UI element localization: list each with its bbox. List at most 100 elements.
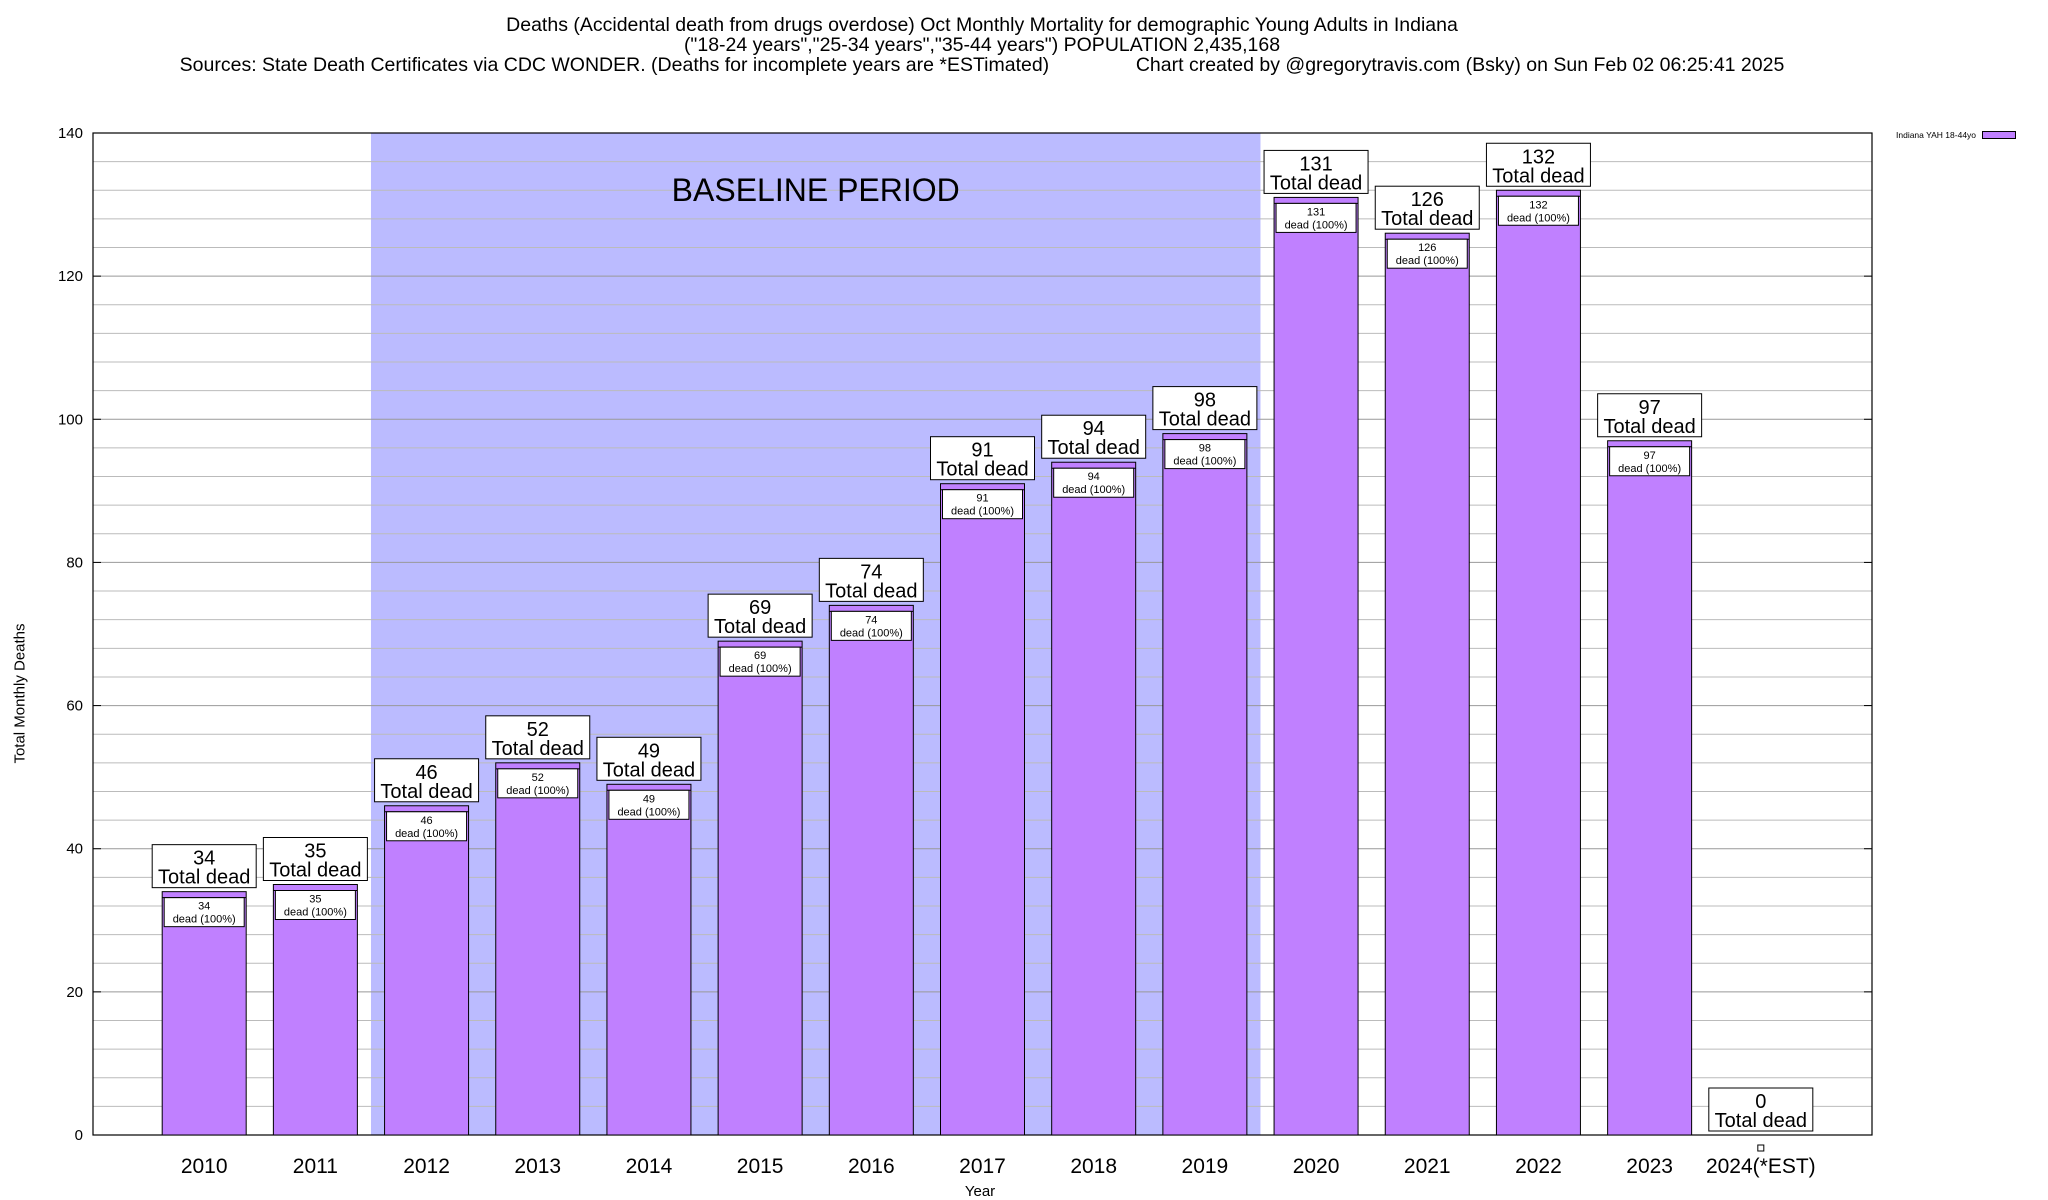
total-dead-label: Total dead — [1603, 416, 1695, 438]
inner-percent-label: dead (100%) — [173, 914, 236, 926]
inner-value-label: 132 — [1529, 199, 1547, 211]
bar — [1162, 433, 1248, 1136]
inner-label-box — [386, 811, 468, 842]
total-label-box — [151, 844, 257, 889]
y-tick-label: 60 — [66, 698, 83, 715]
inner-label-box — [1497, 195, 1579, 226]
total-dead-label: Total dead — [1381, 208, 1473, 230]
x-tick-label: 2022 — [1515, 1155, 1562, 1178]
inner-percent-label: dead (100%) — [729, 663, 792, 675]
inner-value-label: 35 — [309, 894, 321, 906]
total-value-label: 98 — [1194, 390, 1216, 412]
total-dead-label: Total dead — [1159, 409, 1251, 431]
zero-marker — [1757, 1144, 1765, 1152]
total-value-label: 34 — [193, 848, 215, 870]
inner-percent-label: dead (100%) — [1173, 456, 1236, 468]
inner-percent-label: dead (100%) — [1618, 463, 1681, 475]
total-dead-label: Total dead — [1048, 437, 1140, 459]
inner-label-box — [719, 646, 801, 677]
total-value-label: 46 — [415, 762, 437, 784]
inner-percent-label: dead (100%) — [284, 907, 347, 919]
x-tick-label: 2024(*EST) — [1706, 1155, 1816, 1178]
total-label-box — [1152, 386, 1258, 431]
bar — [1495, 189, 1581, 1136]
inner-percent-label: dead (100%) — [1396, 255, 1459, 267]
inner-value-label: 94 — [1088, 471, 1100, 483]
legend-label: Indiana YAH 18-44yo — [1896, 130, 1977, 140]
bar — [384, 805, 470, 1136]
chart-title-line-2: ("18-24 years","25-34 years","35-44 year… — [683, 34, 1281, 56]
total-label-box — [1597, 393, 1703, 438]
bar — [1607, 440, 1693, 1136]
inner-percent-label: dead (100%) — [840, 627, 903, 639]
x-tick-label: 2011 — [293, 1155, 338, 1178]
total-dead-label: Total dead — [380, 781, 472, 803]
x-tick-label: 2018 — [1070, 1155, 1117, 1178]
total-dead-label: Total dead — [1492, 165, 1584, 187]
x-tick-label: 2015 — [737, 1155, 784, 1178]
total-dead-label: Total dead — [825, 580, 917, 602]
inner-value-label: 131 — [1307, 206, 1325, 218]
x-tick-label: 2020 — [1293, 1155, 1340, 1178]
total-label-box — [374, 758, 480, 803]
total-label-box — [1374, 185, 1480, 230]
total-value-label: 69 — [749, 597, 771, 619]
total-value-label: 132 — [1522, 146, 1555, 168]
total-value-label: 74 — [860, 561, 882, 583]
total-dead-label: Total dead — [936, 459, 1028, 481]
inner-label-box — [830, 610, 912, 641]
baseline-period-label: BASELINE PERIOD — [672, 172, 960, 208]
total-dead-label: Total dead — [714, 616, 806, 638]
bar — [606, 783, 692, 1136]
bar — [1384, 232, 1470, 1136]
x-tick-label: 2021 — [1404, 1155, 1451, 1178]
inner-value-label: 97 — [1644, 450, 1656, 462]
inner-label-box — [1053, 467, 1135, 498]
chart-title-line-1: Deaths (Accidental death from drugs over… — [506, 14, 1458, 36]
y-tick-label: 80 — [66, 554, 83, 571]
x-tick-label: 2017 — [959, 1155, 1006, 1178]
total-dead-label: Total dead — [603, 759, 695, 781]
inner-value-label: 34 — [198, 901, 210, 913]
inner-value-label: 98 — [1199, 443, 1211, 455]
inner-label-box — [163, 897, 245, 928]
total-value-label: 0 — [1755, 1091, 1766, 1113]
bar — [161, 891, 247, 1136]
total-dead-label: Total dead — [492, 738, 584, 760]
total-value-label: 49 — [638, 740, 660, 762]
inner-label-box — [274, 890, 356, 920]
total-label-box — [1041, 414, 1147, 459]
bar — [1051, 461, 1137, 1136]
total-dead-label: Total dead — [1715, 1110, 1807, 1132]
bar — [1273, 196, 1359, 1136]
y-tick-label: 140 — [58, 125, 83, 142]
y-tick-label: 0 — [75, 1127, 83, 1144]
bar — [717, 640, 803, 1136]
x-tick-label: 2010 — [181, 1155, 228, 1178]
total-dead-label: Total dead — [269, 860, 361, 882]
total-label-box — [1263, 149, 1369, 194]
bar — [940, 483, 1025, 1136]
inner-value-label: 46 — [420, 815, 432, 827]
y-tick-label: 120 — [58, 268, 83, 285]
y-axis-title: Total Monthly Deaths — [11, 623, 29, 764]
total-dead-label: Total dead — [1270, 172, 1362, 194]
inner-label-box — [1386, 238, 1468, 269]
chart-title-line-3: Sources: State Death Certificates via CD… — [179, 54, 1785, 76]
legend: Indiana YAH 18-44yo — [1896, 130, 2017, 140]
legend-swatch — [1982, 131, 2017, 139]
x-tick-label: 2016 — [848, 1155, 895, 1178]
total-value-label: 35 — [304, 841, 326, 863]
x-tick-label: 2023 — [1626, 1155, 1673, 1178]
inner-percent-label: dead (100%) — [395, 828, 458, 840]
inner-percent-label: dead (100%) — [1285, 219, 1348, 231]
inner-value-label: 49 — [643, 793, 655, 805]
bar — [272, 884, 358, 1136]
y-tick-label: 40 — [66, 841, 83, 858]
total-value-label: 126 — [1411, 189, 1444, 211]
inner-percent-label: dead (100%) — [1507, 212, 1570, 224]
y-tick-label: 100 — [58, 411, 83, 428]
total-value-label: 97 — [1639, 397, 1661, 419]
x-tick-label: 2019 — [1182, 1155, 1229, 1178]
